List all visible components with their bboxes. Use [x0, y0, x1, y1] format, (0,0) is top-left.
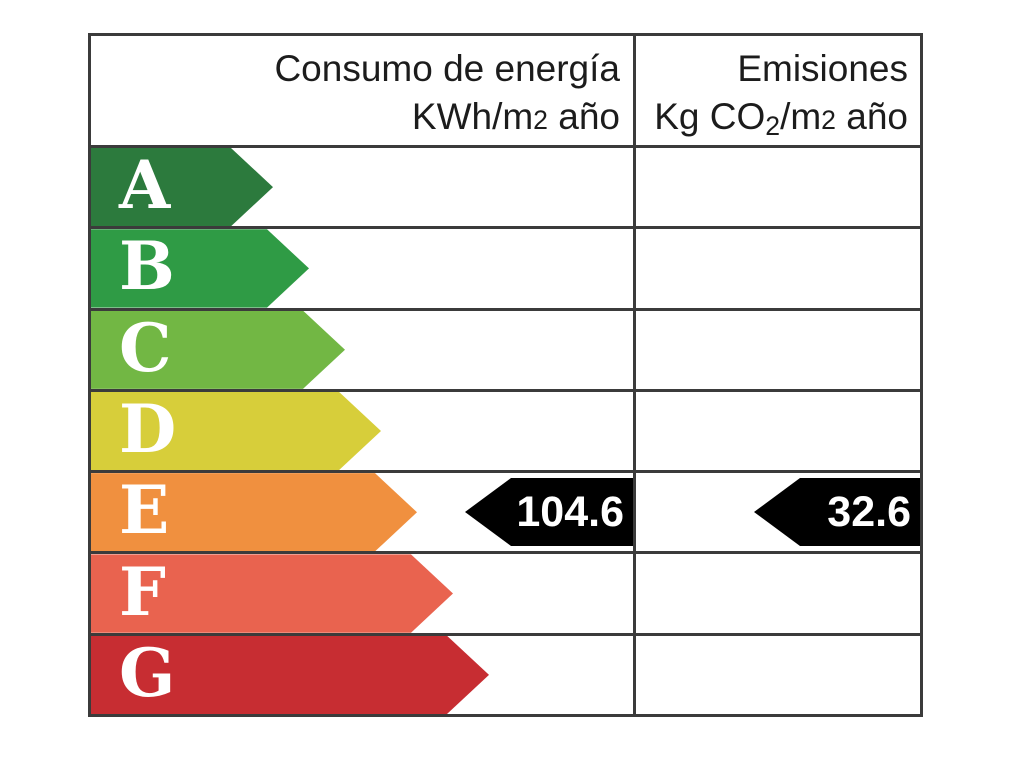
emissions-unit: Kg CO2/m2 año — [636, 93, 908, 150]
rating-letter: C — [119, 308, 172, 387]
emissions-unit-post: año — [835, 96, 908, 137]
emissions-unit-pre: Kg CO — [654, 96, 766, 137]
header-consumption-cell: Consumo de energía KWh/m2 año — [91, 36, 636, 145]
rating-letter: B — [119, 227, 175, 306]
consumption-unit: KWh/m2 año — [91, 93, 620, 144]
rating-letter: G — [119, 633, 176, 712]
emissions-unit-subscript: 2 — [765, 110, 781, 141]
rating-row-b: B — [91, 226, 920, 308]
emissions-unit-exponent: 2 — [821, 105, 836, 135]
rating-row-a: A — [91, 145, 920, 227]
rating-row-g: G — [91, 632, 920, 714]
consumption-unit-exponent: 2 — [533, 105, 548, 135]
rating-bar-b: B — [91, 229, 309, 307]
rating-letter: A — [119, 146, 171, 225]
rating-letter: F — [119, 552, 166, 631]
rating-letter: E — [119, 471, 170, 550]
rating-bar-d: D — [91, 392, 381, 470]
header-emissions-cell: Emisiones Kg CO2/m2 año — [636, 36, 920, 145]
table-header: Consumo de energía KWh/m2 año Emisiones … — [91, 36, 920, 145]
emissions-unit-mid: /m — [780, 96, 822, 137]
rating-bar-c: C — [91, 311, 345, 389]
emissions-title: Emisiones — [737, 48, 908, 89]
rating-bar-a: A — [91, 148, 273, 226]
column-divider — [633, 36, 636, 714]
consumption-unit-pre: KWh/m — [411, 96, 534, 137]
consumption-unit-post: año — [547, 96, 620, 137]
rating-table: Consumo de energía KWh/m2 año Emisiones … — [88, 33, 923, 717]
rating-letter: D — [119, 389, 177, 468]
rating-rows: A B C D E F G — [91, 145, 920, 714]
rating-bar-e: E — [91, 473, 417, 551]
consumption-value: 104.6 — [516, 487, 624, 536]
rating-row-c: C — [91, 307, 920, 389]
rating-row-d: D — [91, 388, 920, 471]
rating-table-inner: Consumo de energía KWh/m2 año Emisiones … — [91, 36, 920, 714]
rating-bar-f: F — [91, 554, 453, 632]
emissions-value: 32.6 — [827, 487, 911, 536]
consumption-title: Consumo de energía — [274, 48, 620, 89]
rating-row-f: F — [91, 551, 920, 633]
rating-bar-g: G — [91, 636, 489, 714]
